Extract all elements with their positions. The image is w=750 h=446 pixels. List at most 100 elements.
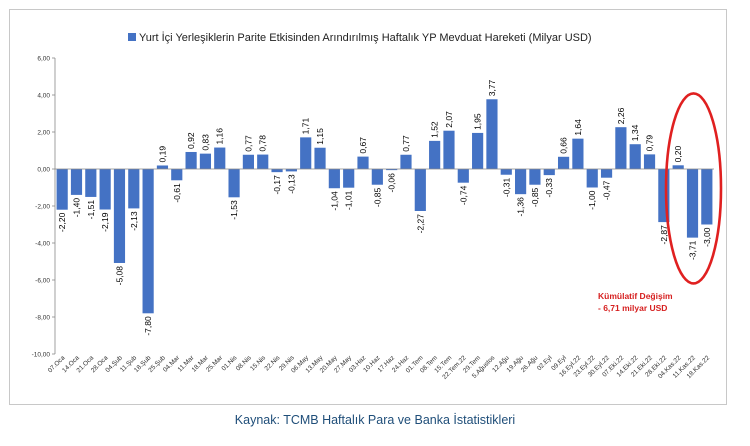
source-caption: Kaynak: TCMB Haftalık Para ve Banka İsta… [234, 413, 516, 427]
data-label: -1,53 [229, 200, 239, 220]
data-label: -2,87 [659, 225, 669, 245]
data-label: -0,74 [458, 185, 468, 205]
y-tick-label: -8,00 [35, 314, 50, 321]
bar [113, 169, 126, 263]
bar [543, 169, 555, 176]
data-label: -7,80 [143, 316, 153, 336]
data-label: 1,15 [315, 128, 325, 145]
y-tick-label: -2,00 [35, 203, 50, 210]
bar [615, 127, 627, 169]
y-tick-label: 0,00 [37, 166, 50, 173]
data-label: 0,78 [258, 135, 268, 152]
annotation-line-1: Kümülatif Değişim [598, 291, 673, 301]
data-label: -0,06 [387, 173, 397, 193]
data-label: 0,20 [673, 145, 683, 162]
bar [600, 169, 613, 178]
data-label: 1,16 [215, 128, 225, 145]
data-label: 1,64 [573, 119, 583, 136]
data-label: -0,33 [544, 178, 554, 198]
data-label: -0,47 [602, 180, 612, 200]
data-label: -2,13 [129, 211, 139, 231]
bar [643, 154, 656, 169]
bar [672, 165, 684, 169]
bar [658, 169, 670, 223]
category-label: 25.Mar [205, 354, 225, 374]
bar [500, 169, 512, 175]
bar [228, 169, 240, 198]
chart-title: Yurt İçi Yerleşiklerin Parite Etkisinden… [139, 31, 592, 44]
bar [171, 169, 183, 181]
bar [85, 169, 97, 197]
bar [70, 169, 83, 195]
bar [199, 153, 212, 169]
data-label: 0,92 [186, 132, 196, 149]
bar [214, 147, 226, 169]
bar [429, 140, 441, 169]
bar [99, 169, 111, 210]
data-label: 1,95 [473, 113, 483, 130]
bar [529, 169, 541, 185]
category-label: 26.Ağu [520, 354, 540, 374]
bar [300, 137, 312, 169]
data-label: -1,04 [329, 191, 339, 211]
data-label: 1,34 [630, 124, 640, 141]
bar [371, 169, 383, 185]
bar [386, 169, 398, 171]
data-label: 0,79 [645, 135, 655, 152]
bar [572, 138, 584, 169]
y-tick-label: 4,00 [37, 92, 50, 99]
bar [586, 169, 598, 188]
bar [557, 156, 570, 169]
y-tick-label: 6,00 [37, 55, 50, 62]
bar [414, 169, 426, 211]
chart-frame: Yurt İçi Yerleşiklerin Parite Etkisinden… [9, 9, 727, 405]
data-label: -1,51 [86, 200, 96, 220]
bar [271, 169, 283, 173]
data-label: 2,07 [444, 111, 454, 128]
data-label: 0,67 [358, 137, 368, 154]
bar [185, 151, 197, 169]
bar [400, 154, 412, 169]
highlight-ellipse [664, 92, 723, 285]
bar [701, 169, 713, 225]
data-label: 0,66 [559, 137, 569, 154]
bar [515, 169, 527, 195]
y-tick-label: -10,00 [32, 351, 51, 358]
data-label: -5,08 [114, 266, 124, 286]
legend-swatch [128, 33, 136, 41]
bar [314, 147, 326, 169]
data-label: 2,26 [616, 107, 626, 124]
data-label: -0,85 [372, 187, 382, 207]
y-tick-label: -4,00 [35, 240, 50, 247]
data-label: 3,77 [487, 79, 497, 96]
bar [472, 132, 484, 169]
data-label: -1,00 [587, 190, 597, 210]
bar [285, 169, 297, 172]
bar [686, 169, 699, 238]
bar [343, 169, 355, 188]
data-label: 1,71 [301, 118, 311, 135]
annotation-line-2: - 6,71 milyar USD [598, 303, 667, 313]
data-label: -2,20 [57, 212, 67, 232]
bar [486, 99, 498, 169]
bar [443, 130, 455, 169]
data-label: 0,77 [401, 135, 411, 152]
bar [142, 169, 154, 314]
bar [357, 156, 369, 169]
data-label: -0,61 [172, 183, 182, 203]
bar [257, 154, 269, 169]
data-label: 0,77 [243, 135, 253, 152]
bar-chart: Yurt İçi Yerleşiklerin Parite Etkisinden… [32, 31, 723, 381]
bar [156, 165, 169, 169]
data-label: -0,17 [272, 175, 282, 195]
bar [629, 144, 641, 169]
data-label: 1,52 [430, 121, 440, 138]
data-label: -1,40 [71, 198, 81, 218]
bar [457, 169, 469, 183]
data-label: -0,31 [501, 177, 511, 197]
data-label: -0,85 [530, 187, 540, 207]
data-label: -1,01 [344, 190, 354, 210]
data-label: -0,13 [286, 174, 296, 194]
data-label: -3,71 [688, 240, 698, 260]
bar [242, 154, 254, 169]
